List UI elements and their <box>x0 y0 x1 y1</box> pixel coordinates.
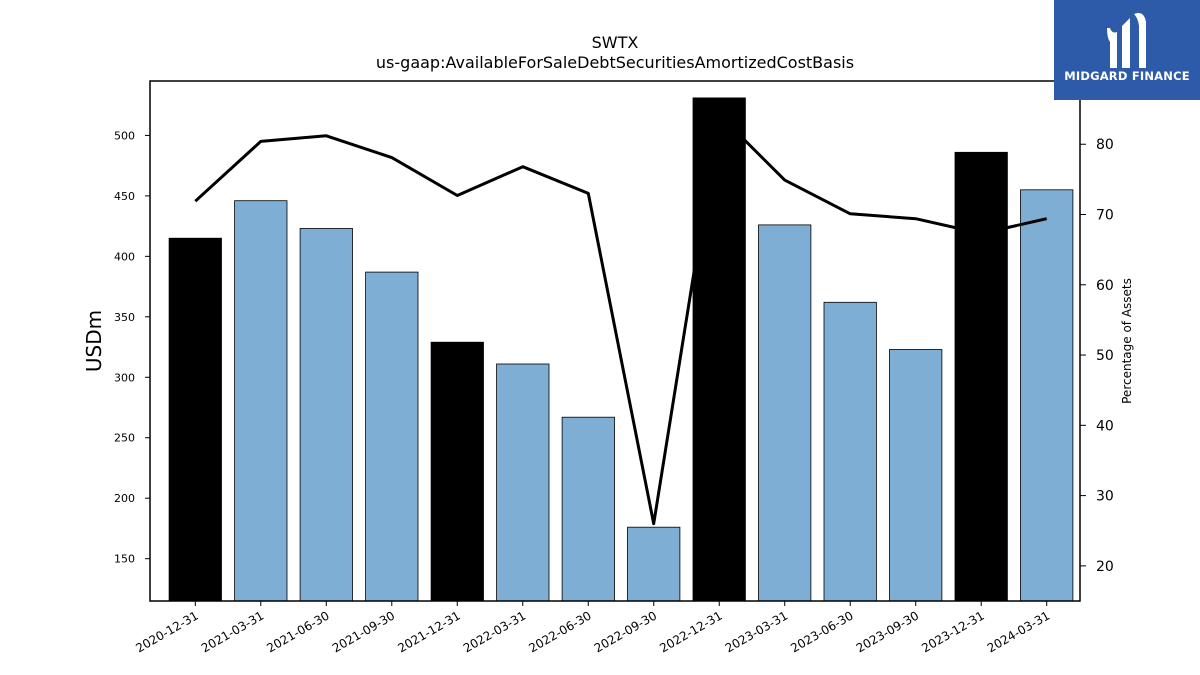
logo-mark-icon <box>1107 13 1146 68</box>
bar-2021-03-31 <box>234 200 288 602</box>
x-axis: 2020-12-312021-03-312021-06-302021-09-30… <box>133 601 1052 655</box>
bar-2020-12-31 <box>168 237 222 602</box>
y-tick-label: 200 <box>114 492 135 505</box>
plot-frame <box>149 80 1081 602</box>
y-tick-label: 500 <box>114 129 135 142</box>
x-tick-label: 2022-09-30 <box>592 608 659 655</box>
x-tick-label: 2021-06-30 <box>264 608 331 655</box>
bars-layer <box>168 97 1074 602</box>
x-tick-label: 2023-06-30 <box>788 608 855 655</box>
x-tick-label: 2021-12-31 <box>395 608 462 655</box>
y-tick-label: 300 <box>114 371 135 384</box>
y2-tick-label: 70 <box>1096 208 1114 224</box>
x-tick-label: 2024-03-31 <box>985 608 1052 655</box>
bar-2022-09-30 <box>627 526 681 602</box>
logo-text: MIDGARD FINANCE <box>1064 69 1190 83</box>
x-tick-label: 2022-03-31 <box>461 608 528 655</box>
brand-logo: MIDGARD FINANCE <box>1054 0 1200 100</box>
y2-tick-label: 60 <box>1096 278 1114 294</box>
percentage-line <box>194 113 1048 526</box>
bar-2022-03-31 <box>496 363 550 602</box>
y2-tick-label: 50 <box>1096 348 1114 364</box>
y2-tick-label: 30 <box>1096 489 1114 505</box>
y2-axis-label: Percentage of Assets <box>1120 278 1134 404</box>
y-tick-label: 250 <box>114 432 135 445</box>
y-tick-label: 150 <box>114 553 135 566</box>
x-tick-label: 2020-12-31 <box>133 608 200 655</box>
bar-2022-06-30 <box>561 416 615 602</box>
x-tick-label: 2022-12-31 <box>657 608 724 655</box>
y-axis-left: 150 200 250 300 350 400 450 500 <box>114 129 150 566</box>
y-tick-label: 400 <box>114 250 135 263</box>
bar-2022-12-31 <box>692 97 746 602</box>
bar-2023-09-30 <box>889 349 943 602</box>
y-axis-label: USDm <box>82 310 106 372</box>
bar-2023-06-30 <box>823 301 877 602</box>
x-tick-label: 2021-03-31 <box>199 608 266 655</box>
bar-2024-03-31 <box>1020 189 1074 602</box>
bar-2021-12-31 <box>430 341 484 602</box>
y2-tick-label: 80 <box>1096 137 1114 153</box>
bar-2023-03-31 <box>758 224 812 602</box>
bar-2023-12-31 <box>954 151 1008 602</box>
y-tick-label: 450 <box>114 190 135 203</box>
x-tick-label: 2021-09-30 <box>330 608 397 655</box>
x-tick-label: 2023-03-31 <box>723 608 790 655</box>
y-tick-label: 350 <box>114 311 135 324</box>
bar-2021-06-30 <box>299 228 353 602</box>
chart-title: SWTX <box>592 33 639 52</box>
bar-2021-09-30 <box>365 271 419 602</box>
line-layer <box>194 113 1048 526</box>
x-tick-label: 2022-06-30 <box>526 608 593 655</box>
chart-subtitle: us-gaap:AvailableForSaleDebtSecuritiesAm… <box>376 53 854 72</box>
y2-tick-label: 20 <box>1096 559 1114 575</box>
x-tick-label: 2023-12-31 <box>919 608 986 655</box>
y-axis-right: 20 30 40 50 60 70 80 <box>1080 137 1114 575</box>
y2-tick-label: 40 <box>1096 418 1114 434</box>
x-tick-label: 2023-09-30 <box>854 608 921 655</box>
